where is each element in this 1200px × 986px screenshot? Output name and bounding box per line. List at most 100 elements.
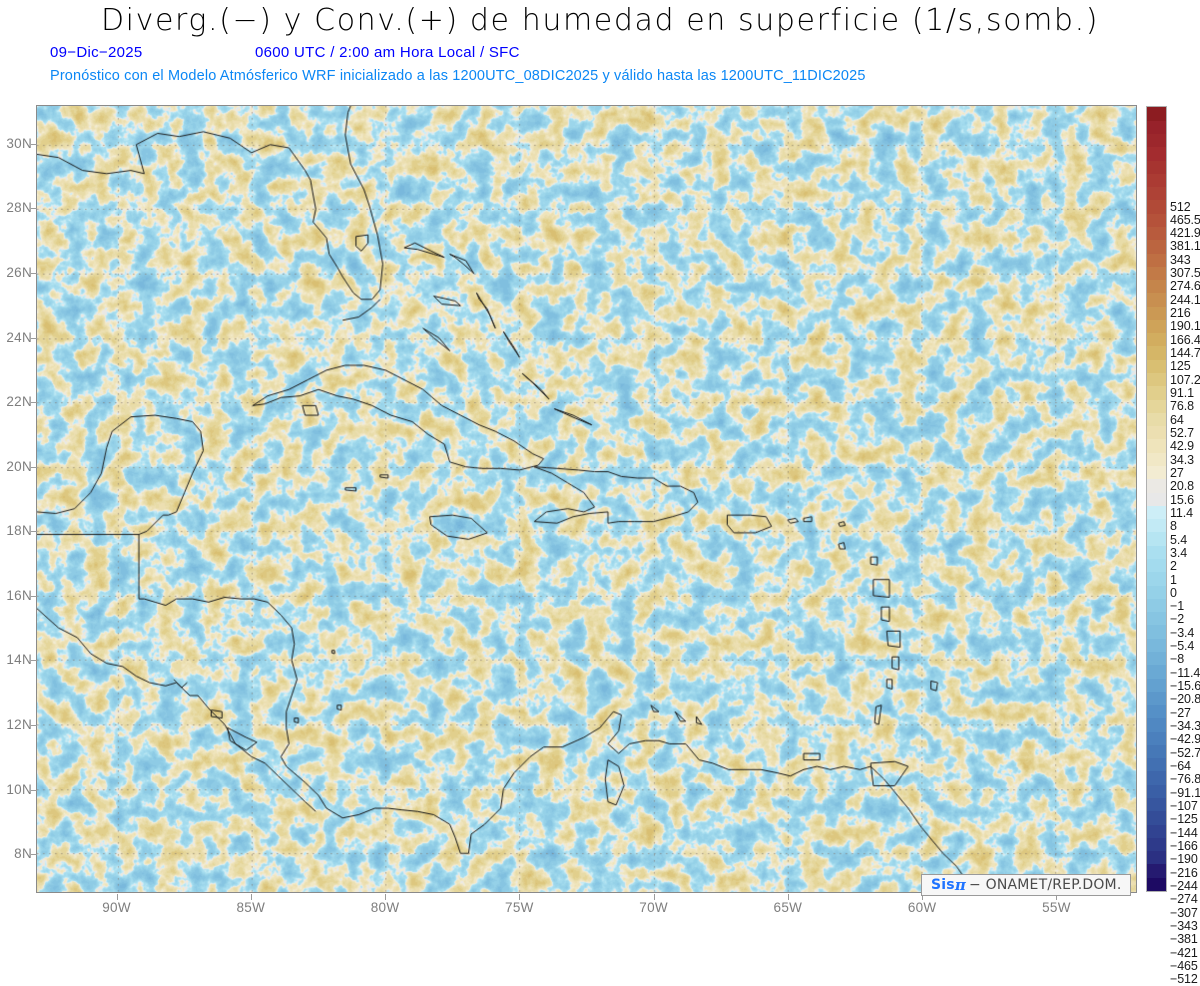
colorbar-tick-label: 64 (1170, 412, 1184, 427)
colorbar-swatch (1147, 651, 1166, 666)
colorbar-tick-label: 125 (1170, 359, 1191, 374)
colorbar-swatch (1147, 333, 1166, 347)
colorbar-swatch (1147, 691, 1166, 706)
colorbar-swatch (1147, 877, 1166, 891)
lat-tick-mark (31, 208, 37, 210)
lon-tick-mark (1056, 894, 1058, 900)
colorbar-tick-label: 244.1 (1170, 292, 1200, 307)
colorbar-swatch (1147, 359, 1166, 374)
attribution-badge: Sis π − ONAMET/REP.DOM. (921, 874, 1132, 896)
lon-tick-mark (250, 894, 252, 900)
lat-tick-label: 22N (6, 394, 32, 410)
lat-tick-mark (31, 531, 37, 533)
colorbar-tick-label: −42.9 (1170, 732, 1200, 747)
map-plot-area[interactable] (36, 105, 1137, 893)
colorbar-tick-label: 343 (1170, 252, 1191, 267)
colorbar-tick-label: −5.4 (1170, 639, 1195, 654)
colorbar-tick-label: 76.8 (1170, 399, 1194, 414)
colorbar-tick-label: −512 (1170, 972, 1198, 986)
lat-tick-mark (31, 402, 37, 404)
colorbar-swatch (1147, 837, 1166, 852)
colorbar-tick-label: 274.6 (1170, 279, 1200, 294)
colorbar-tick-label: 5.4 (1170, 532, 1188, 547)
lat-lon-gridlines (37, 106, 1136, 892)
colorbar-tick-label: −27 (1170, 705, 1191, 720)
colorbar-swatch (1147, 731, 1166, 745)
colorbar-tick-label: 107.2 (1170, 372, 1200, 387)
colorbar-swatch (1147, 187, 1166, 201)
logo-sis-text: Sis (931, 877, 955, 893)
colorbar-swatch (1147, 373, 1166, 387)
colorbar-swatch (1147, 811, 1166, 825)
colorbar-swatch (1147, 744, 1166, 759)
lat-tick-mark (31, 466, 37, 468)
lon-tick-mark (385, 894, 387, 900)
colorbar-swatch (1147, 306, 1166, 320)
colorbar-swatch (1147, 665, 1166, 679)
lon-tick-label: 60W (907, 900, 937, 915)
lat-tick-label: 24N (6, 329, 32, 345)
logo-agency-text: − ONAMET/REP.DOM. (969, 877, 1122, 893)
colorbar-tick-label: −64 (1170, 759, 1191, 774)
colorbar-swatch (1147, 638, 1166, 652)
colorbar-swatch (1147, 532, 1166, 546)
colorbar-tick-label: −216 (1170, 865, 1198, 880)
colorbar-swatch (1147, 519, 1166, 533)
colorbar-swatch (1147, 851, 1166, 865)
logo-pi-icon: π (954, 876, 967, 894)
colorbar-tick-label: −144 (1170, 825, 1198, 840)
forecast-time: 0600 UTC / 2:00 am Hora Local / SFC (255, 44, 520, 61)
colorbar-swatch (1147, 412, 1166, 427)
page-title: Diverg.(−) y Conv.(+) de humedad en supe… (100, 3, 1100, 38)
colorbar-swatch (1147, 240, 1166, 254)
colorbar-tick-label: 34.3 (1170, 452, 1194, 467)
colorbar-swatch (1147, 173, 1166, 188)
colorbar-tick-label: −343 (1170, 918, 1198, 933)
lon-tick-label: 75W (505, 900, 534, 915)
lat-tick-mark (31, 725, 37, 727)
colorbar-swatch (1147, 505, 1166, 520)
lat-tick-mark (31, 789, 37, 791)
colorbar (1146, 106, 1167, 892)
chart-header: Diverg.(−) y Conv.(+) de humedad en supe… (0, 0, 1200, 100)
colorbar-swatch (1147, 293, 1166, 307)
colorbar-tick-label: 144.7 (1170, 346, 1200, 361)
colorbar-swatch (1147, 253, 1166, 267)
colorbar-tick-label: −52.7 (1170, 745, 1200, 760)
colorbar-tick-label: 27 (1170, 465, 1184, 480)
colorbar-tick-label: −1 (1170, 599, 1185, 614)
colorbar-tick-label: −274 (1170, 892, 1198, 907)
colorbar-tick-label: 91.1 (1170, 386, 1194, 400)
lat-tick-label: 12N (6, 717, 32, 733)
lat-tick-label: 20N (6, 458, 32, 474)
colorbar-swatch (1147, 612, 1166, 626)
lat-tick-mark (31, 337, 37, 339)
colorbar-tick-label: −8 (1170, 652, 1185, 667)
colorbar-swatch (1147, 824, 1166, 838)
colorbar-swatch (1147, 864, 1166, 878)
lon-tick-label: 90W (102, 900, 131, 915)
colorbar-tick-label: −76.8 (1170, 772, 1200, 787)
colorbar-tick-label: 421.9 (1170, 226, 1200, 241)
colorbar-swatch (1147, 426, 1166, 440)
colorbar-tick-label: 8 (1170, 519, 1177, 534)
colorbar-swatch (1147, 399, 1166, 413)
lat-tick-label: 10N (6, 781, 32, 797)
colorbar-swatch (1147, 386, 1166, 400)
colorbar-swatch (1147, 558, 1166, 573)
colorbar-swatch (1147, 625, 1166, 639)
lat-tick-label: 30N (6, 135, 32, 151)
lon-tick-mark (922, 894, 924, 900)
colorbar-tick-label: 15.6 (1170, 492, 1194, 507)
colorbar-tick-label: 2 (1170, 559, 1177, 574)
colorbar-tick-label: −15.6 (1170, 679, 1200, 694)
colorbar-tick-label: −166 (1170, 838, 1198, 853)
colorbar-swatch (1147, 678, 1166, 692)
lat-tick-mark (31, 143, 37, 145)
colorbar-swatch (1147, 319, 1166, 334)
colorbar-tick-label: 216 (1170, 306, 1191, 321)
lat-tick-mark (31, 272, 37, 274)
lat-tick-label: 28N (6, 200, 32, 216)
colorbar-swatch (1147, 133, 1166, 148)
colorbar-swatch (1147, 585, 1166, 599)
